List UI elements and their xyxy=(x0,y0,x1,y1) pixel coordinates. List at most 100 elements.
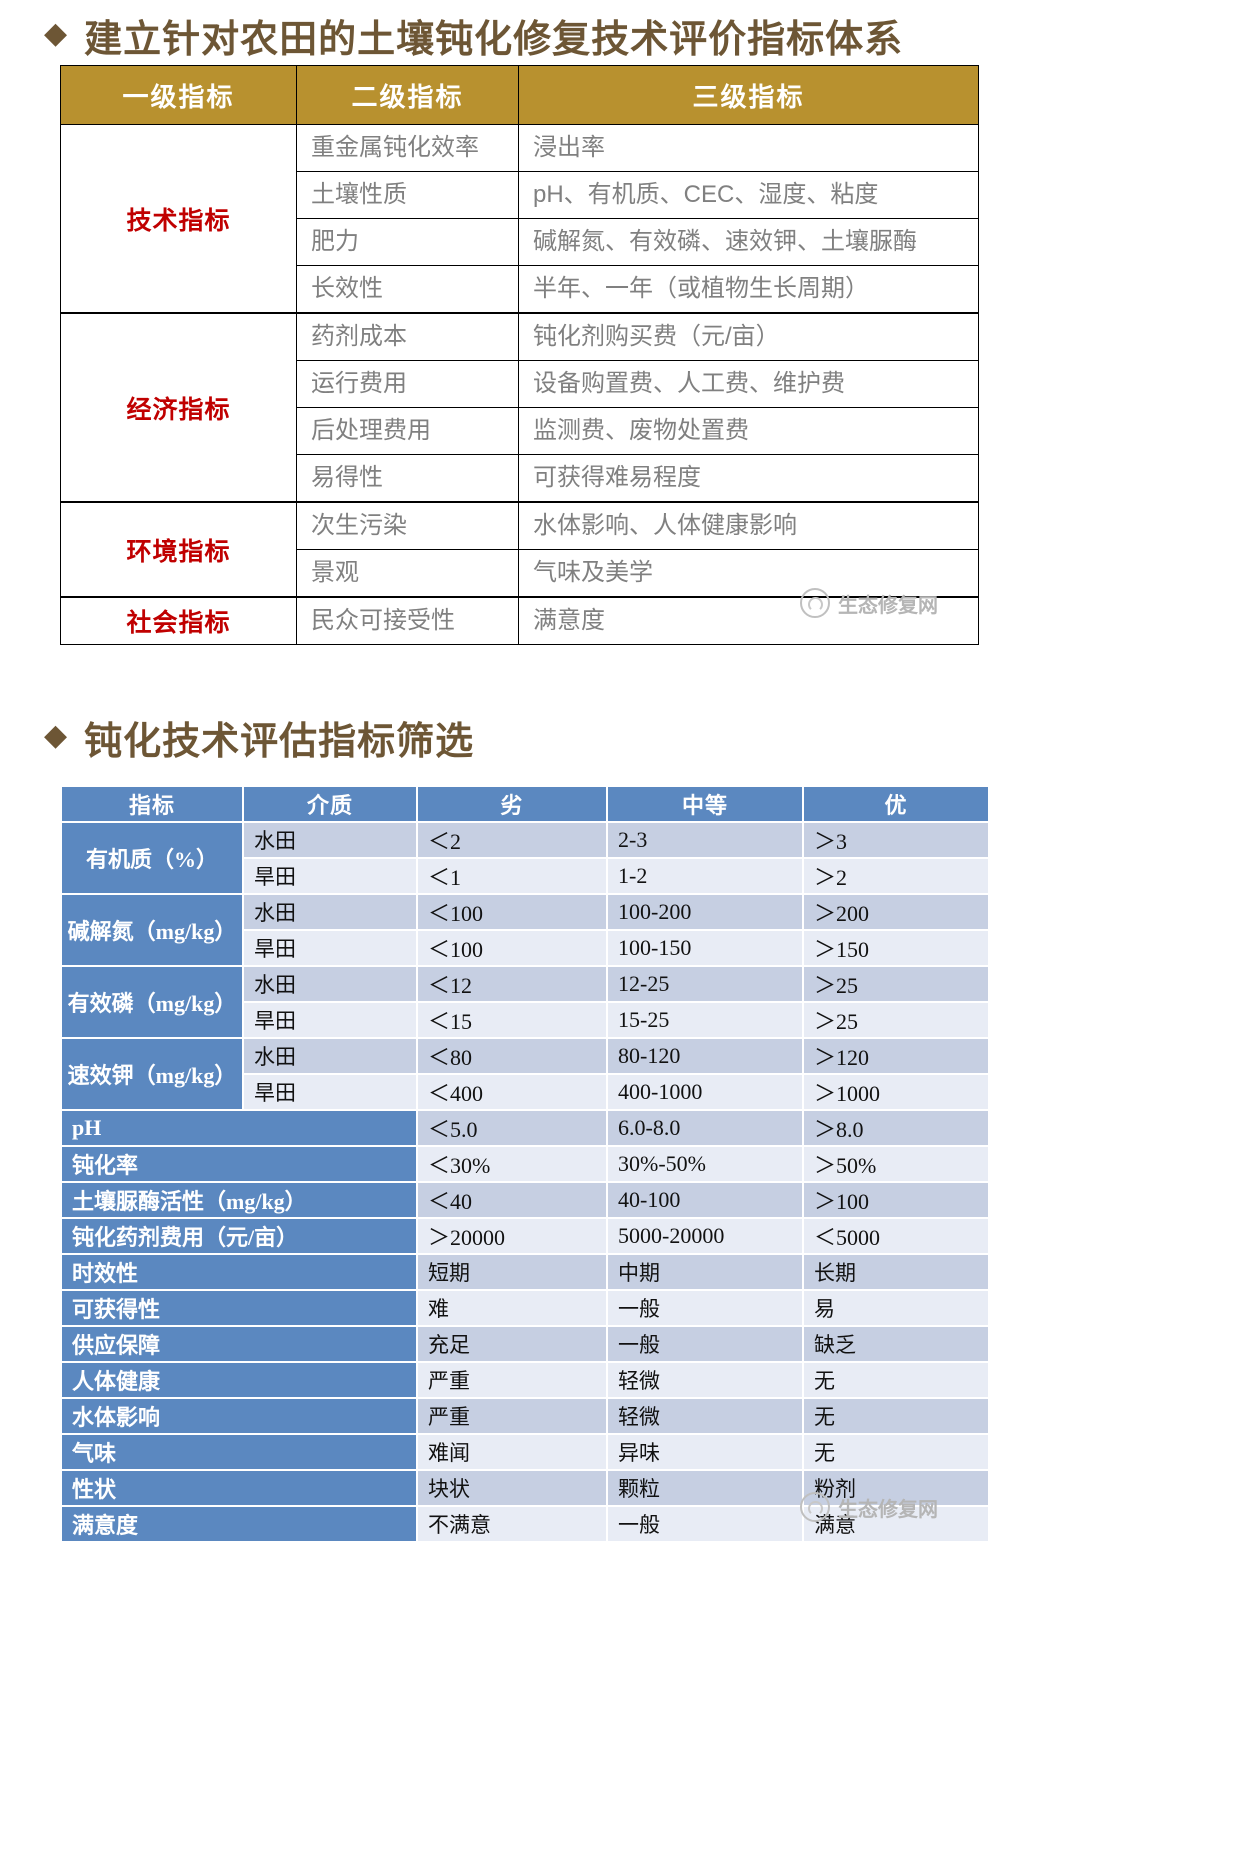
category-label-social: 社会指标 xyxy=(60,596,297,645)
row-indicator-label: 满意度 xyxy=(62,1507,416,1541)
column-header-poor: 劣 xyxy=(418,787,606,821)
table-row: 钝化率 ＜30% 30%-50% ＞50% xyxy=(62,1147,988,1181)
moderate-cell: 30%-50% xyxy=(608,1147,802,1181)
level3-cell: 半年、一年（或植物生长周期） xyxy=(518,265,979,314)
row-indicator-label: 水体影响 xyxy=(62,1399,416,1433)
section-heading-screening: ◆ 钝化技术评估指标筛选 xyxy=(44,710,474,765)
medium-cell: 水田 xyxy=(244,1039,416,1073)
table-row: 可获得性难一般易 xyxy=(62,1291,988,1325)
table-row: 旱田 ＜1 1-2 ＞2 xyxy=(62,859,988,893)
row-indicator-label: 钝化药剂费用（元/亩） xyxy=(62,1219,416,1253)
poor-cell: ＜400 xyxy=(418,1075,606,1109)
table-row: 景观 气味及美学 xyxy=(61,549,979,598)
level2-cell: 运行费用 xyxy=(296,360,519,408)
moderate-cell: 中期 xyxy=(608,1255,802,1289)
table-row: 土壤性质 pH、有机质、CEC、湿度、粘度 xyxy=(61,171,979,219)
level2-cell: 易得性 xyxy=(296,454,519,503)
table-row: 满意度 不满意 一般 满意 xyxy=(62,1507,988,1541)
table-row: 时效性 短期 中期 长期 xyxy=(62,1255,988,1289)
table-row: 技术指标 重金属钝化效率 浸出率 xyxy=(60,124,979,314)
level3-cell: 浸出率 xyxy=(518,124,979,172)
moderate-cell: 1-2 xyxy=(608,859,802,893)
poor-cell: ＜100 xyxy=(418,931,606,965)
poor-cell: 难 xyxy=(418,1291,606,1325)
good-cell: ＜5000 xyxy=(804,1219,988,1253)
poor-cell: ＜100 xyxy=(418,895,606,929)
poor-cell: ＜5.0 xyxy=(418,1111,606,1145)
medium-cell: 旱田 xyxy=(244,1075,416,1109)
medium-cell: 旱田 xyxy=(244,859,416,893)
moderate-cell: 80-120 xyxy=(608,1039,802,1073)
screening-criteria-table: 指标 介质 劣 中等 优 有机质（%） 水田 ＜2 2-3 ＞3 旱田 ＜1 1… xyxy=(60,785,990,1543)
level3-cell: 碱解氮、有效磷、速效钾、土壤脲酶 xyxy=(518,218,979,266)
column-header-moderate: 中等 xyxy=(608,787,802,821)
level3-cell: pH、有机质、CEC、湿度、粘度 xyxy=(518,171,979,219)
table-row: 环境指标 次生污染 水体影响、人体健康影响 xyxy=(60,501,979,598)
level2-cell: 次生污染 xyxy=(296,501,519,550)
table-row: 有机质（%） 水田 ＜2 2-3 ＞3 xyxy=(62,823,988,893)
level2-cell: 景观 xyxy=(296,549,519,598)
level2-cell: 后处理费用 xyxy=(296,407,519,455)
table-row: 人体健康 严重 轻微无 xyxy=(62,1363,988,1397)
good-cell: ＞3 xyxy=(804,823,988,857)
level3-cell: 监测费、废物处置费 xyxy=(518,407,979,455)
table-header-row: 一级指标 二级指标 三级指标 xyxy=(60,65,979,125)
good-cell: 无 xyxy=(804,1399,988,1433)
moderate-cell: 6.0-8.0 xyxy=(608,1111,802,1145)
table-row: 有效磷（mg/kg） 水田 ＜12 12-25 ＞25 xyxy=(62,967,988,1037)
moderate-cell: 2-3 xyxy=(608,823,802,857)
poor-cell: 严重 xyxy=(418,1399,606,1433)
poor-cell: 充足 xyxy=(418,1327,606,1361)
moderate-cell: 颗粒 xyxy=(608,1471,802,1505)
moderate-cell: 40-100 xyxy=(608,1183,802,1217)
good-cell: ＞150 xyxy=(804,931,988,965)
poor-cell: 短期 xyxy=(418,1255,606,1289)
row-indicator-label: 有效磷（mg/kg） xyxy=(62,967,242,1037)
medium-cell: 水田 xyxy=(244,967,416,1001)
level2-cell: 长效性 xyxy=(296,265,519,314)
row-indicator-label: 供应保障 xyxy=(62,1327,416,1361)
poor-cell: 严重 xyxy=(418,1363,606,1397)
moderate-cell: 一般 xyxy=(608,1507,802,1541)
poor-cell: ＜1 xyxy=(418,859,606,893)
row-indicator-label: 有机质（%） xyxy=(62,823,242,893)
row-indicator-label: 人体健康 xyxy=(62,1363,416,1397)
level2-cell: 药剂成本 xyxy=(296,312,519,361)
poor-cell: 难闻 xyxy=(418,1435,606,1469)
poor-cell: ＜40 xyxy=(418,1183,606,1217)
level2-cell: 土壤性质 xyxy=(296,171,519,219)
table-row: 速效钾（mg/kg） 水田 ＜80 80-120 ＞120 xyxy=(62,1039,988,1109)
good-cell: ＞50% xyxy=(804,1147,988,1181)
table-row: 后处理费用 监测费、废物处置费 xyxy=(61,407,979,455)
level3-cell: 气味及美学 xyxy=(518,549,979,598)
poor-cell: ＜2 xyxy=(418,823,606,857)
medium-cell: 旱田 xyxy=(244,931,416,965)
moderate-cell: 轻微 xyxy=(608,1399,802,1433)
moderate-cell: 轻微 xyxy=(608,1363,802,1397)
good-cell: 无 xyxy=(804,1435,988,1469)
row-indicator-label: 时效性 xyxy=(62,1255,416,1289)
level3-cell: 钝化剂购买费（元/亩） xyxy=(518,312,979,361)
section-heading-2-label: 钝化技术评估指标筛选 xyxy=(84,721,475,763)
good-cell: ＞1000 xyxy=(804,1075,988,1109)
row-indicator-label: pH xyxy=(62,1111,416,1145)
moderate-cell: 异味 xyxy=(608,1435,802,1469)
column-header-good: 优 xyxy=(804,787,988,821)
diamond-bullet-icon: ◆ xyxy=(44,718,69,752)
good-cell: ＞120 xyxy=(804,1039,988,1073)
table-row: 易得性 可获得难易程度 xyxy=(61,454,979,503)
poor-cell: ＜15 xyxy=(418,1003,606,1037)
table-row: 碱解氮（mg/kg） 水田 ＜100 100-200 ＞200 xyxy=(62,895,988,965)
row-indicator-label: 土壤脲酶活性（mg/kg） xyxy=(62,1183,416,1217)
poor-cell: ＜80 xyxy=(418,1039,606,1073)
level3-cell: 水体影响、人体健康影响 xyxy=(518,501,979,550)
row-indicator-label: 性状 xyxy=(62,1471,416,1505)
table-row: pH ＜5.0 6.0-8.0 ＞8.0 xyxy=(62,1111,988,1145)
table-row: 供应保障 充足 一般 缺乏 xyxy=(62,1327,988,1361)
moderate-cell: 一般 xyxy=(608,1327,802,1361)
good-cell: ＞25 xyxy=(804,967,988,1001)
row-indicator-label: 可获得性 xyxy=(62,1291,416,1325)
table-row: 气味 难闻 异味无 xyxy=(62,1435,988,1469)
moderate-cell: 一般 xyxy=(608,1291,802,1325)
level3-cell: 可获得难易程度 xyxy=(518,454,979,503)
